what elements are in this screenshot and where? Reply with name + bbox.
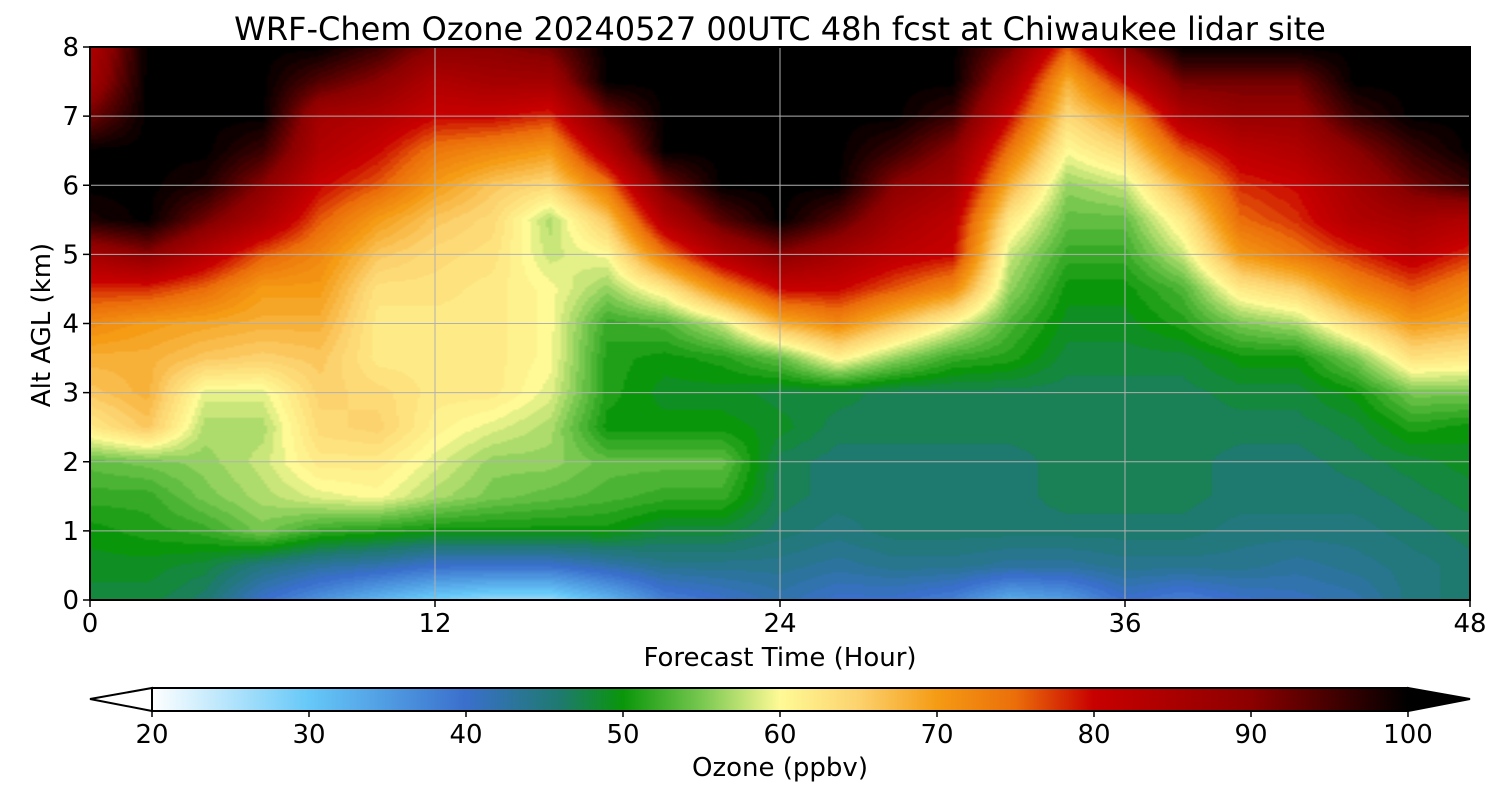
x-axis-label: Forecast Time (Hour) bbox=[643, 643, 916, 673]
colorbar-tick-label: 90 bbox=[1234, 720, 1267, 750]
y-tick-label: 2 bbox=[62, 448, 79, 478]
x-tick-label: 36 bbox=[1108, 609, 1141, 639]
colorbar-tick-label: 20 bbox=[135, 720, 168, 750]
chart-title: WRF-Chem Ozone 20240527 00UTC 48h fcst a… bbox=[234, 10, 1326, 48]
x-axis-ticks: 0 12 24 36 48 bbox=[82, 600, 1487, 639]
x-tick-label: 12 bbox=[418, 609, 451, 639]
y-tick-label: 3 bbox=[62, 379, 79, 409]
y-tick-label: 0 bbox=[62, 586, 79, 616]
y-tick-label: 1 bbox=[62, 517, 79, 547]
colorbar-tick-label: 40 bbox=[449, 720, 482, 750]
colorbar-extend-low bbox=[89, 686, 153, 713]
colorbar-tick-label: 70 bbox=[920, 720, 953, 750]
y-tick-label: 8 bbox=[62, 33, 79, 63]
y-tick-label: 5 bbox=[62, 240, 79, 270]
y-tick-label: 7 bbox=[62, 102, 79, 132]
colorbar-tick-label: 60 bbox=[763, 720, 796, 750]
y-tick-label: 4 bbox=[62, 310, 79, 340]
y-axis-ticks: 0 1 2 3 4 5 6 7 8 bbox=[62, 33, 90, 616]
y-tick-label: 6 bbox=[62, 171, 79, 201]
y-axis-label: Alt AGL (km) bbox=[27, 243, 57, 407]
x-tick-label: 48 bbox=[1453, 609, 1486, 639]
x-tick-label: 0 bbox=[82, 609, 99, 639]
colorbar-tick-label: 80 bbox=[1077, 720, 1110, 750]
colorbar-gradient bbox=[151, 687, 1409, 712]
colorbar-tick-label: 30 bbox=[292, 720, 325, 750]
colorbar-tick-label: 50 bbox=[606, 720, 639, 750]
colorbar-label: Ozone (ppbv) bbox=[692, 753, 868, 783]
colorbar-ticks: 20 30 40 50 60 70 80 90 100 bbox=[135, 711, 1433, 750]
colorbar-extend-high bbox=[1407, 686, 1471, 713]
colorbar: 20 30 40 50 60 70 80 90 100 Ozone (ppbv) bbox=[89, 686, 1471, 783]
colorbar-tick-label: 100 bbox=[1383, 720, 1433, 750]
x-tick-label: 24 bbox=[763, 609, 796, 639]
